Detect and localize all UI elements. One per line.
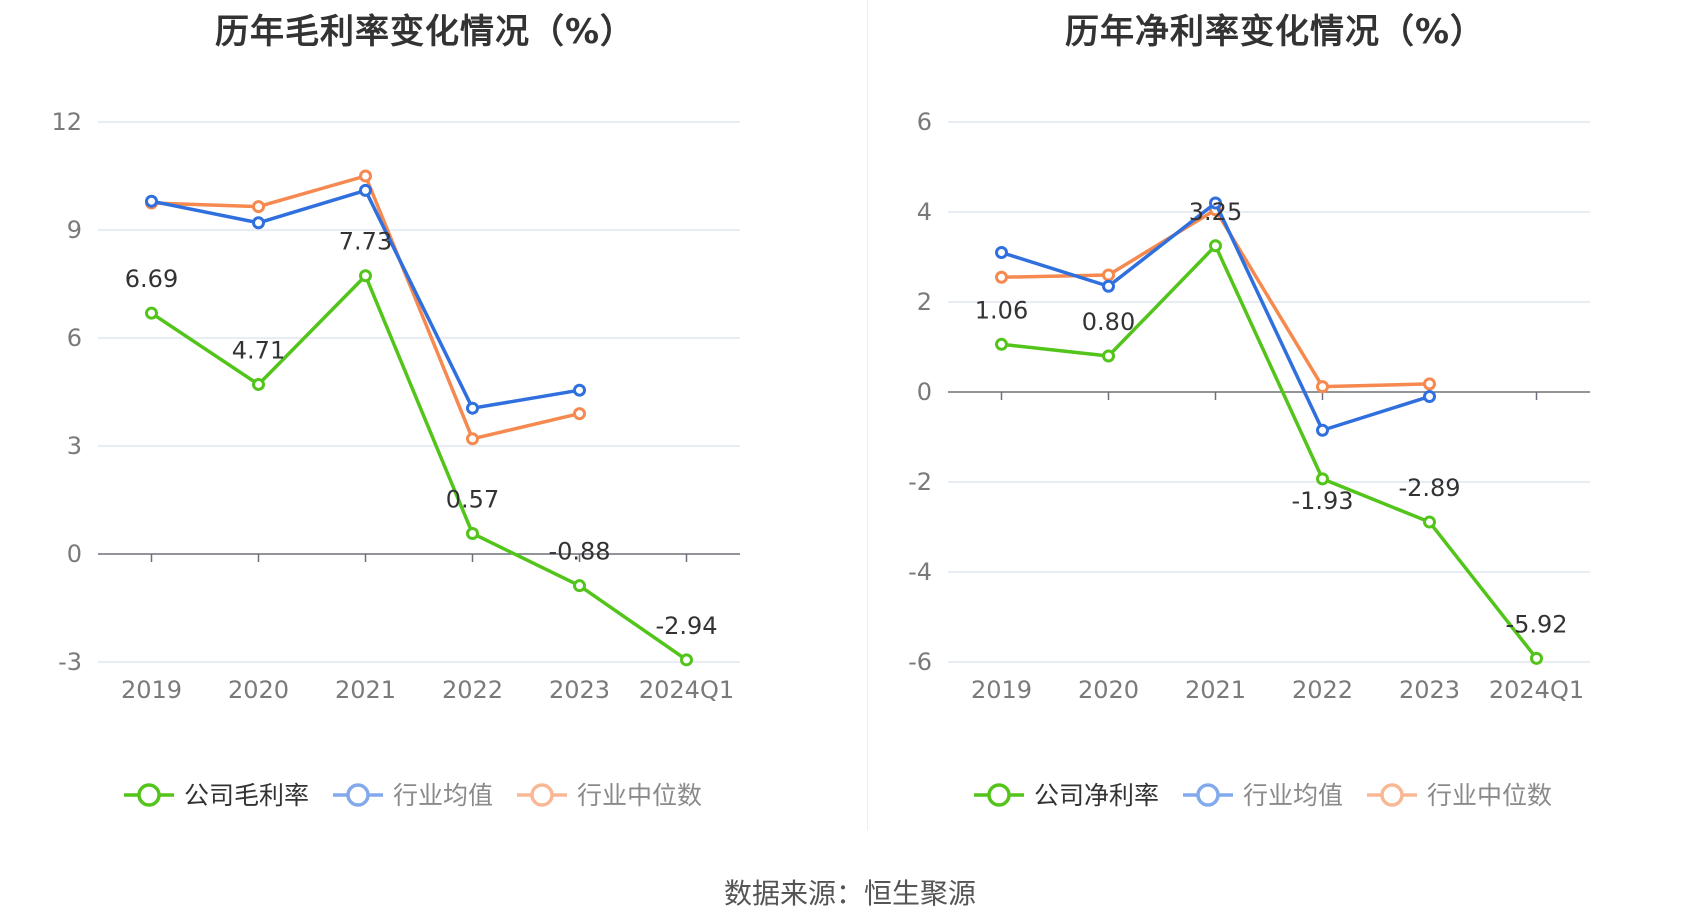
data-point <box>573 579 586 593</box>
data-point <box>995 270 1008 284</box>
x-tick-label: 2019 <box>971 676 1032 704</box>
data-source-note: 数据来源：恒生聚源 <box>723 877 976 910</box>
legend-swatch-marker <box>137 783 161 807</box>
legend-item[interactable]: 行业中位数 <box>517 781 702 810</box>
data-point <box>1102 279 1115 293</box>
data-label: 3.25 <box>1189 198 1242 226</box>
legend-item[interactable]: 行业均值 <box>333 781 493 810</box>
x-tick-label: 2023 <box>549 676 610 704</box>
legend-swatch-marker <box>1380 783 1404 807</box>
legend-item[interactable]: 行业均值 <box>1183 781 1343 810</box>
data-label: 7.73 <box>339 228 392 256</box>
series-line <box>1001 208 1430 389</box>
series-line <box>1001 244 1538 660</box>
data-point <box>995 337 1008 351</box>
x-tick-label: 2022 <box>1292 676 1353 704</box>
y-tick-label: 6 <box>67 324 82 352</box>
data-label: -0.88 <box>548 538 610 566</box>
data-point <box>680 653 693 667</box>
data-label: 0.80 <box>1082 308 1135 336</box>
data-label: -2.94 <box>655 612 717 640</box>
data-point <box>359 169 372 183</box>
legend-label: 行业均值 <box>393 781 493 810</box>
y-tick-label: 9 <box>67 216 82 244</box>
y-tick-label: -6 <box>908 648 932 676</box>
legend-item[interactable]: 公司净利率 <box>974 781 1159 810</box>
gross-margin-chart-panel: 历年毛利率变化情况（%） -3 0 3 6 9 12 2019 2020 2021 2022 202… <box>0 0 850 830</box>
y-tick-label: 0 <box>917 378 932 406</box>
legend-swatch-marker <box>1196 783 1220 807</box>
series-line <box>150 273 688 662</box>
data-point <box>573 407 586 421</box>
x-tick-label: 2024Q1 <box>639 676 734 704</box>
data-point <box>466 526 479 540</box>
x-tick-label: 2021 <box>335 676 396 704</box>
legend-label: 公司毛利率 <box>184 781 309 810</box>
data-point <box>1316 472 1329 486</box>
data-point <box>1530 651 1543 665</box>
data-point <box>466 401 479 415</box>
y-tick-label: -3 <box>58 648 82 676</box>
x-tick-label: 2020 <box>228 676 289 704</box>
net-margin-chart-title: 历年净利率变化情况（%） <box>1064 12 1486 52</box>
data-point <box>1316 380 1329 394</box>
data-point <box>1423 377 1436 391</box>
data-point <box>359 269 372 283</box>
net-margin-chart: -6 -4 -2 0 2 4 6 2019 2020 2021 2022 2023 2024Q1 1.06… <box>908 108 1590 810</box>
y-tick-label: 6 <box>917 108 932 136</box>
legend-swatch-marker <box>987 783 1011 807</box>
data-point <box>573 383 586 397</box>
data-point <box>1102 268 1115 282</box>
net-margin-chart-panel: 历年净利率变化情况（%） -6 -4 -2 0 2 4 6 2019 2020 2021 2022 2… <box>850 0 1700 830</box>
data-label: -2.89 <box>1398 474 1460 502</box>
data-point <box>995 246 1008 259</box>
y-tick-label: 3 <box>67 432 82 460</box>
data-label: -1.93 <box>1291 487 1353 515</box>
y-tick-label: 4 <box>917 198 932 226</box>
legend-item[interactable]: 行业中位数 <box>1367 781 1552 810</box>
x-tick-label: 2019 <box>121 676 182 704</box>
data-point <box>1209 239 1222 253</box>
data-point <box>1423 390 1436 403</box>
y-tick-label: -4 <box>908 558 932 586</box>
data-point <box>252 216 265 230</box>
data-point <box>1423 515 1436 529</box>
data-point <box>145 194 158 208</box>
y-tick-label: 0 <box>67 540 82 568</box>
x-tick-label: 2022 <box>442 676 503 704</box>
legend-label: 行业中位数 <box>1427 781 1552 810</box>
data-point <box>145 306 158 320</box>
legend-label: 公司净利率 <box>1034 781 1159 810</box>
legend-swatch-marker <box>346 783 370 807</box>
data-point <box>1102 349 1115 363</box>
series-line <box>151 188 580 410</box>
x-tick-label: 2021 <box>1185 676 1246 704</box>
gross-margin-chart: -3 0 3 6 9 12 2019 2020 2021 2022 2023 2024Q1 6.69 4.… <box>51 108 740 810</box>
data-point <box>252 200 265 214</box>
legend-label: 行业中位数 <box>577 781 702 810</box>
x-tick-label: 2020 <box>1078 676 1139 704</box>
data-point <box>359 183 372 197</box>
data-point <box>252 377 265 391</box>
y-tick-label: -2 <box>908 468 932 496</box>
x-tick-label: 2024Q1 <box>1489 676 1584 704</box>
data-label: 6.69 <box>125 265 178 293</box>
data-label: 4.71 <box>232 336 285 364</box>
panel-divider <box>867 0 868 830</box>
y-tick-label: 12 <box>51 108 82 136</box>
legend-item[interactable]: 公司毛利率 <box>124 781 309 810</box>
legend-label: 行业均值 <box>1243 781 1343 810</box>
data-label: 1.06 <box>975 296 1028 324</box>
data-point <box>1209 196 1222 210</box>
y-tick-label: 2 <box>917 288 932 316</box>
data-label: 0.57 <box>446 485 499 513</box>
legend-swatch-marker <box>530 783 554 807</box>
data-point <box>466 432 479 446</box>
x-tick-label: 2023 <box>1399 676 1460 704</box>
gross-margin-chart-title: 历年毛利率变化情况（%） <box>214 12 636 52</box>
data-point <box>1316 423 1329 437</box>
data-label: -5.92 <box>1505 610 1567 638</box>
